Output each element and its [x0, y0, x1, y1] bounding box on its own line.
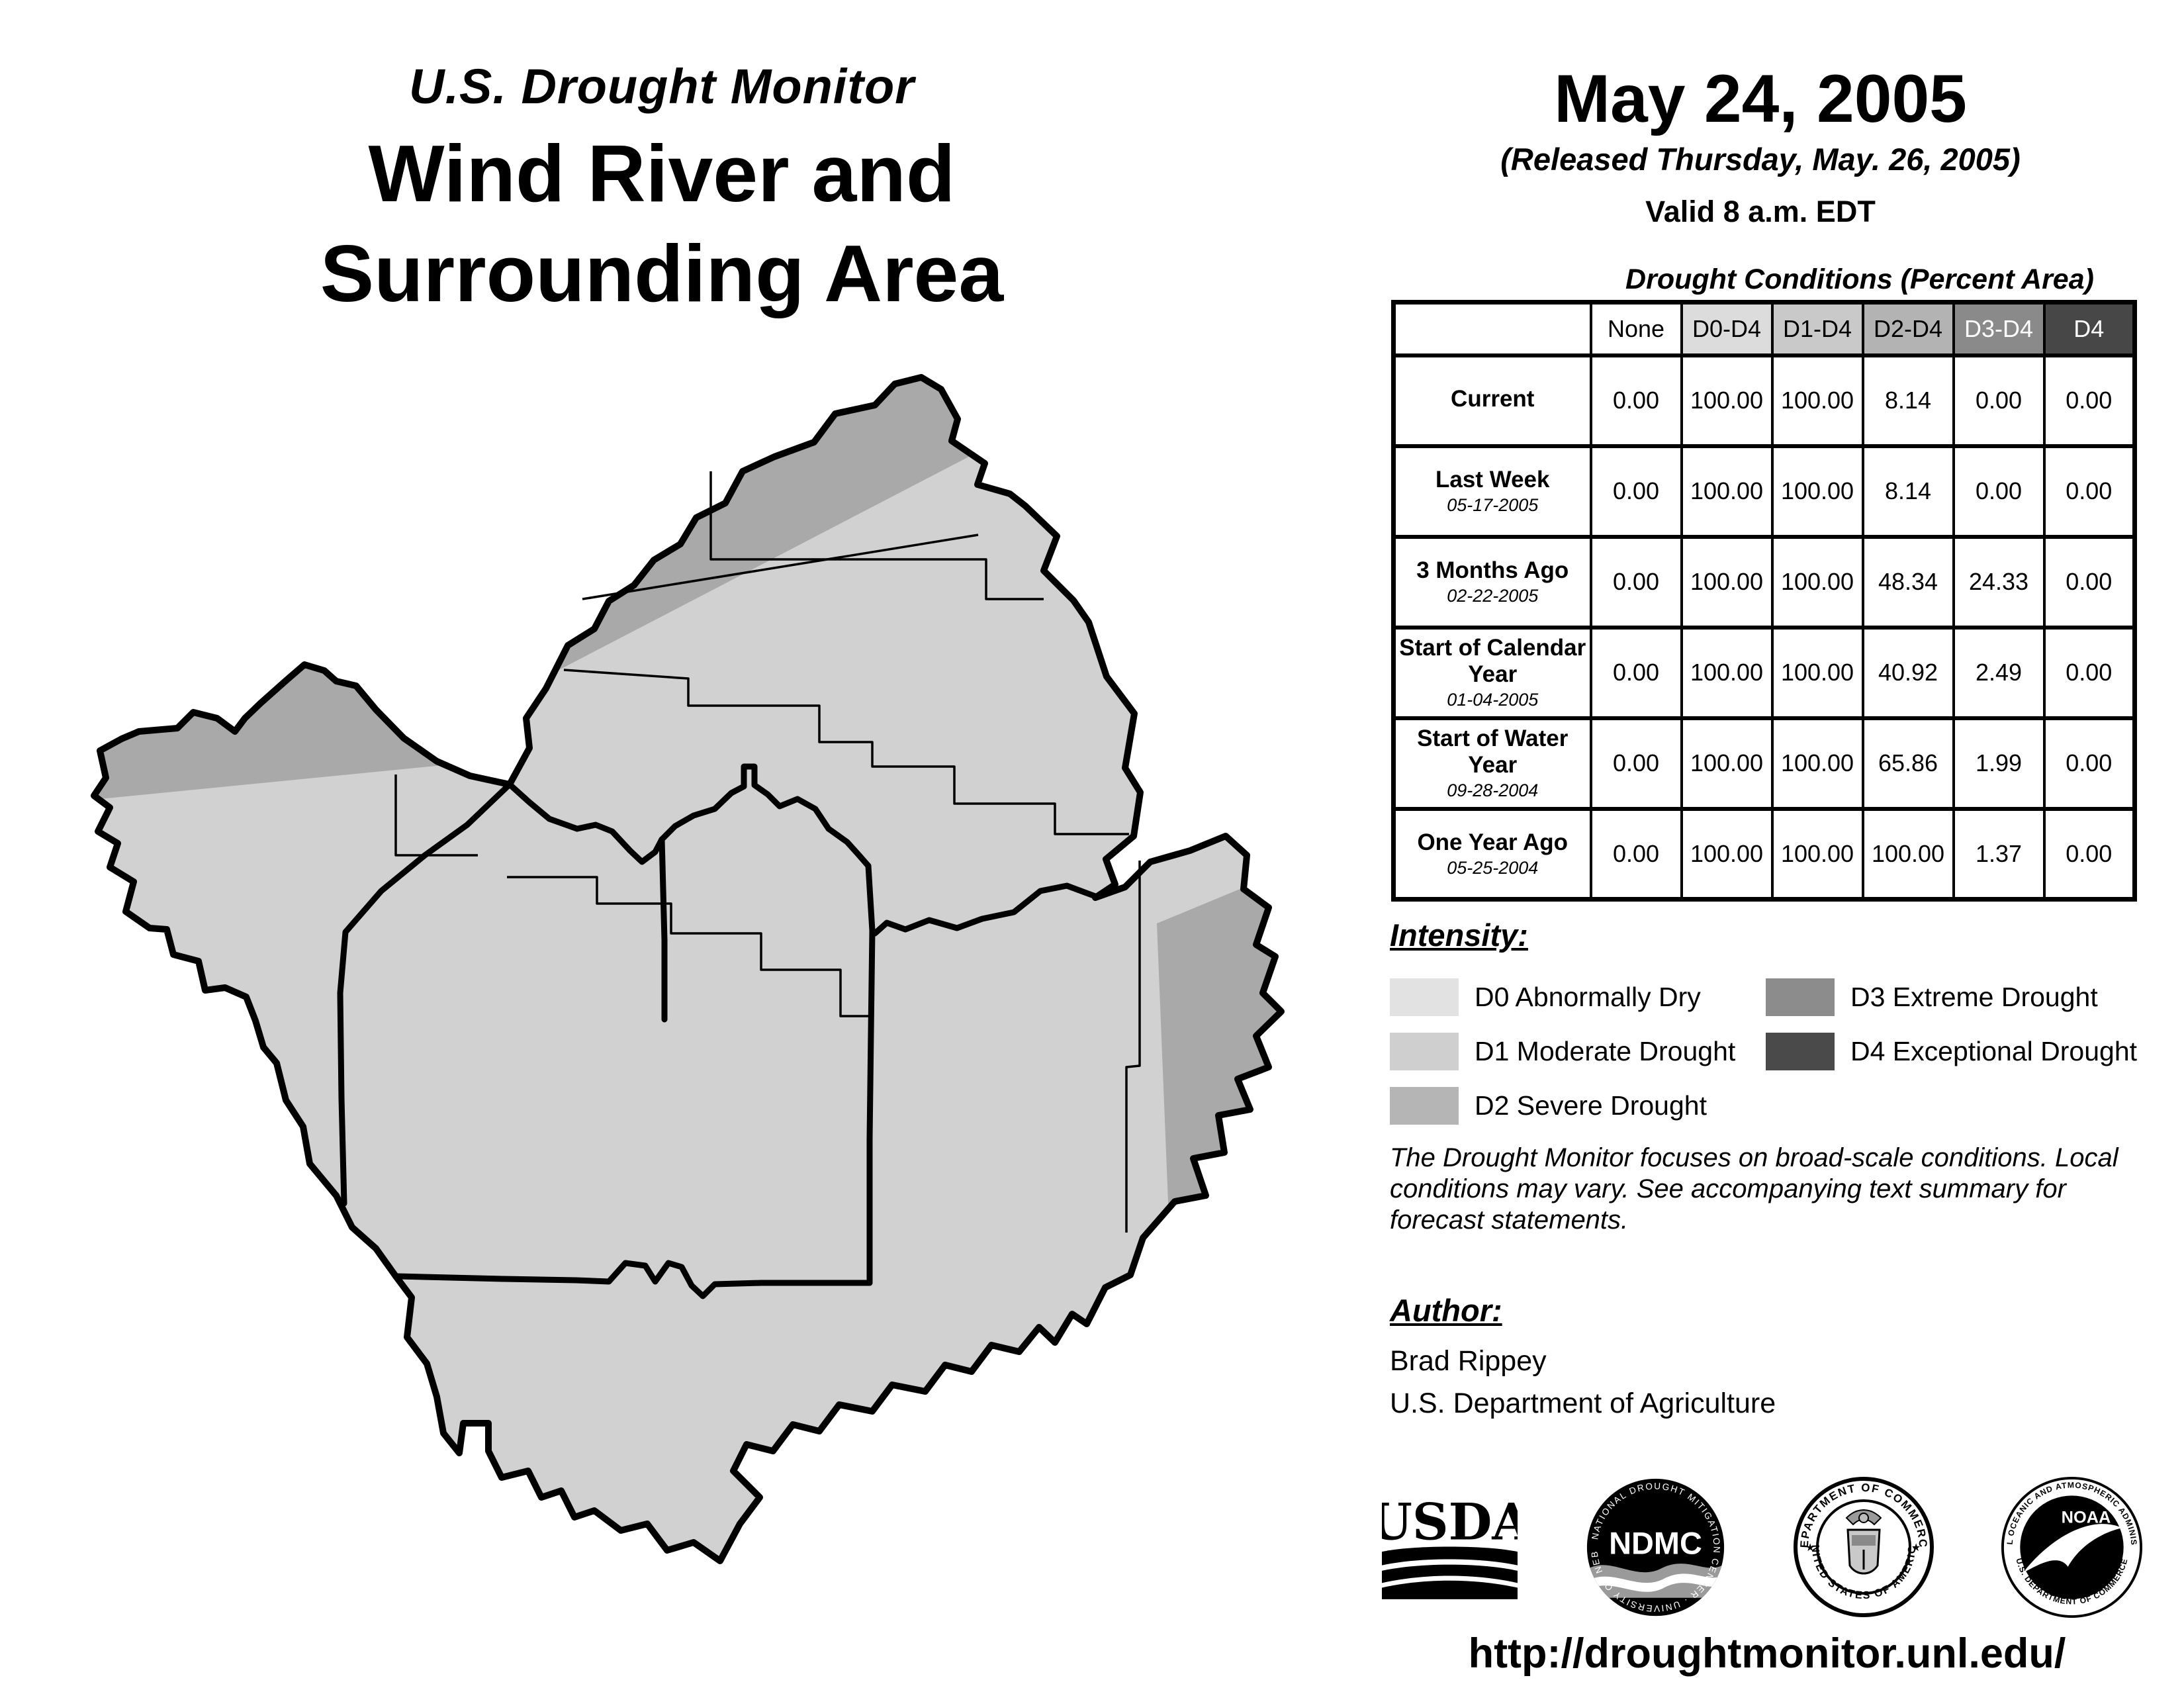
map-date: May 24, 2005 [1554, 61, 1967, 136]
row-label-cell: Start of Calendar Year 01-04-2005 [1392, 626, 1592, 720]
cell-d1d4: 100.00 [1770, 716, 1864, 810]
date-block: May 24, 2005 (Released Thursday, May. 26… [1377, 61, 2144, 229]
table-heading: Drought Conditions (Percent Area) [1625, 263, 2094, 295]
legend-item: D1 Moderate Drought [1390, 1032, 1760, 1070]
svg-text:NOAA: NOAA [2062, 1508, 2111, 1526]
author-org: U.S. Department of Agriculture [1390, 1387, 1776, 1419]
row-label-cell: One Year Ago 05-25-2004 [1392, 807, 1592, 901]
cell-none: 0.00 [1589, 807, 1683, 901]
legend-swatch [1390, 1032, 1459, 1070]
cell-none: 0.00 [1589, 535, 1683, 629]
legend-item: D3 Extreme Drought [1766, 978, 2158, 1016]
table-header-blank [1393, 302, 1591, 355]
row-label-cell: 3 Months Ago 02-22-2005 [1392, 535, 1592, 629]
cell-d0d4: 100.00 [1680, 535, 1774, 629]
release-date: (Released Thursday, May. 26, 2005) [1500, 142, 2021, 177]
cell-d3d4: 24.33 [1952, 535, 2046, 629]
cell-d0d4: 100.00 [1680, 716, 1774, 810]
column-header: None [1589, 301, 1683, 357]
cell-d1d4: 100.00 [1770, 535, 1864, 629]
table-row: One Year Ago 05-25-2004 0.00 100.00 100.… [1392, 807, 2136, 901]
legend-item: D0 Abnormally Dry [1390, 978, 1760, 1016]
commerce-seal-icon: DEPARTMENT OF COMMERCE UNITED STATES OF … [1794, 1477, 1934, 1617]
cell-d1d4: 100.00 [1770, 353, 1864, 447]
cell-none: 0.00 [1589, 716, 1683, 810]
cell-d2d4: 8.14 [1861, 353, 1955, 447]
column-header: D1-D4 [1770, 301, 1864, 357]
column-header: D0-D4 [1680, 301, 1774, 357]
cell-none: 0.00 [1589, 353, 1683, 447]
table-row: Start of Water Year 09-28-2004 0.00 100.… [1392, 716, 2136, 810]
cell-d0d4: 100.00 [1680, 807, 1774, 901]
table-row: Start of Calendar Year 01-04-2005 0.00 1… [1392, 626, 2136, 720]
table-header-row: None D0-D4 D1-D4 D2-D4 D3-D4 D4 [1393, 301, 2136, 357]
cell-d3d4: 1.37 [1952, 807, 2046, 901]
row-label-cell: Last Week 05-17-2005 [1392, 444, 1592, 538]
noaa-logo-icon: NOAA NATIONAL OCEANIC AND ATMOSPHERIC AD… [2001, 1476, 2143, 1618]
cell-d4: 0.00 [2042, 807, 2136, 901]
cell-d0d4: 100.00 [1680, 626, 1774, 720]
cell-d2d4: 48.34 [1861, 535, 1955, 629]
table-row: Last Week 05-17-2005 0.00 100.00 100.00 … [1392, 444, 2136, 538]
column-header: D2-D4 [1861, 301, 1955, 357]
cell-d3d4: 2.49 [1952, 626, 2046, 720]
legend-swatch [1766, 978, 1835, 1016]
legend-item: D4 Exceptional Drought [1766, 1032, 2158, 1070]
cell-d1d4: 100.00 [1770, 807, 1864, 901]
cell-d1d4: 100.00 [1770, 626, 1864, 720]
cell-d4: 0.00 [2042, 444, 2136, 538]
cell-d2d4: 65.86 [1861, 716, 1955, 810]
cell-d1d4: 100.00 [1770, 444, 1864, 538]
disclaimer-text: The Drought Monitor focuses on broad-sca… [1390, 1143, 2118, 1235]
map-reservation-lines [337, 763, 1099, 1299]
legend-swatch [1390, 978, 1459, 1016]
intensity-heading: Intensity: [1390, 917, 1528, 953]
svg-text:NDMC: NDMC [1609, 1526, 1702, 1560]
cell-d0d4: 100.00 [1680, 444, 1774, 538]
cell-d2d4: 100.00 [1861, 807, 1955, 901]
cell-d3d4: 0.00 [1952, 444, 2046, 538]
row-label-cell: Current [1392, 353, 1592, 447]
cell-d4: 0.00 [2042, 535, 2136, 629]
map-county-lines [394, 471, 1141, 1233]
cell-d0d4: 100.00 [1680, 353, 1774, 447]
legend-swatch [1390, 1086, 1459, 1125]
page-title: Wind River and Surrounding Area [320, 128, 1004, 319]
svg-text:★: ★ [1911, 1542, 1921, 1554]
cell-d2d4: 8.14 [1861, 444, 1955, 538]
legend-item: D2 Severe Drought [1390, 1086, 1760, 1125]
drought-monitor-url: http://droughtmonitor.unl.edu/ [1468, 1630, 2066, 1677]
usda-logo-icon: USDA [1382, 1495, 1518, 1599]
cell-d4: 0.00 [2042, 716, 2136, 810]
cell-d3d4: 0.00 [1952, 353, 2046, 447]
row-label-cell: Start of Water Year 09-28-2004 [1392, 716, 1592, 810]
ndmc-logo-icon: NDMC NATIONAL DROUGHT MITIGATION CENTER … [1586, 1478, 1725, 1616]
author-heading: Author: [1390, 1293, 1502, 1328]
column-header: D4 [2042, 301, 2136, 357]
table-row: Current 0.00 100.00 100.00 8.14 0.00 0.0… [1392, 353, 2136, 447]
cell-none: 0.00 [1589, 626, 1683, 720]
map-region-outline [91, 374, 1285, 1564]
page-subtitle: U.S. Drought Monitor [409, 59, 915, 114]
svg-text:USDA: USDA [1382, 1495, 1518, 1552]
column-header: D3-D4 [1952, 301, 2046, 357]
table-row: 3 Months Ago 02-22-2005 0.00 100.00 100.… [1392, 535, 2136, 629]
cell-d2d4: 40.92 [1861, 626, 1955, 720]
agency-logos: USDA NDMC NATIONAL DROUGHT MITIGATION CE… [1382, 1471, 2143, 1623]
drought-conditions-table: None D0-D4 D1-D4 D2-D4 D3-D4 D4 Current … [1391, 300, 2137, 902]
cell-d3d4: 1.99 [1952, 716, 2046, 810]
cell-none: 0.00 [1589, 444, 1683, 538]
title-block: U.S. Drought Monitor Wind River and Surr… [165, 58, 1158, 324]
valid-time: Valid 8 a.m. EDT [1645, 195, 1876, 229]
svg-text:★: ★ [1805, 1542, 1815, 1554]
legend-swatch [1766, 1032, 1835, 1070]
author-name: Brad Rippey [1390, 1345, 1547, 1377]
cell-d4: 0.00 [2042, 353, 2136, 447]
cell-d4: 0.00 [2042, 626, 2136, 720]
